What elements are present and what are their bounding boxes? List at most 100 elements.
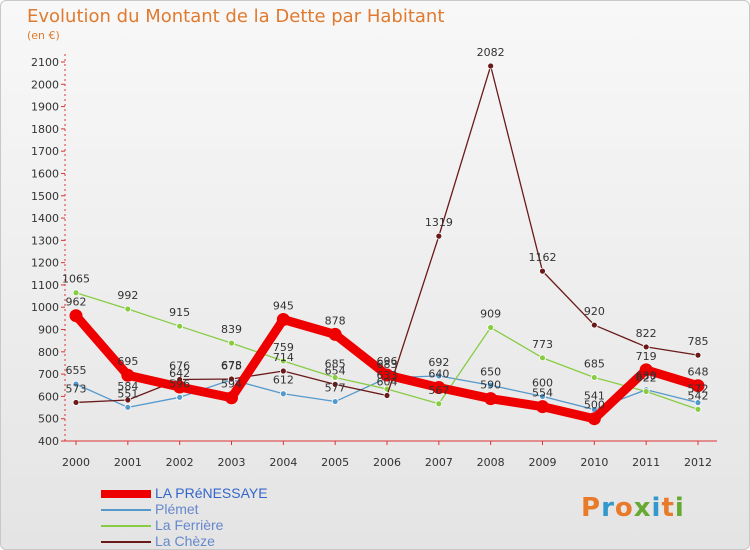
y-tick-label: 1900 <box>31 101 59 114</box>
data-label: 567 <box>428 384 449 397</box>
data-label: 573 <box>66 382 87 395</box>
logo-letter: i <box>674 493 685 523</box>
data-point <box>228 339 235 347</box>
data-label: 584 <box>117 380 138 393</box>
y-tick-label: 2100 <box>31 56 59 69</box>
data-point <box>639 363 653 377</box>
data-label: 822 <box>636 327 657 340</box>
data-labels-layer: 962 695 642 594 945 878 696 640 590 554 500 719 648 6… <box>62 46 709 412</box>
logo-letter: t <box>661 493 675 523</box>
y-tick-label: 1500 <box>31 190 59 203</box>
data-point <box>328 327 342 341</box>
data-label: 654 <box>325 364 346 377</box>
data-label: 600 <box>532 376 553 389</box>
data-label: 541 <box>584 390 605 403</box>
data-label: 719 <box>636 350 657 363</box>
y-tick-label: 1600 <box>31 167 59 180</box>
data-point <box>539 267 546 275</box>
data-label: 675 <box>221 360 242 373</box>
x-tick-label: 2007 <box>425 456 453 469</box>
chart-title: Evolution du Montant de la Dette par Hab… <box>27 6 445 27</box>
data-label: 692 <box>428 356 449 369</box>
x-tick-label: 2000 <box>62 456 90 469</box>
x-tick-label: 2009 <box>529 456 557 469</box>
legend-label: Plémet <box>155 501 199 517</box>
y-tick-label: 1200 <box>31 257 59 270</box>
legend-label: La Chèze <box>155 533 215 549</box>
x-tick-label: 2008 <box>477 456 505 469</box>
x-tick-label: 2011 <box>632 456 660 469</box>
data-label: 920 <box>584 305 605 318</box>
y-tick-label: 700 <box>38 368 59 381</box>
chart-axes: 400 500 600 700 800 900 1000 1100 1200 1300 1400 15… <box>31 54 717 469</box>
data-label: 577 <box>325 382 346 395</box>
data-point <box>69 309 83 323</box>
data-point <box>590 374 598 381</box>
data-label: 640 <box>428 367 449 380</box>
data-point <box>279 357 287 365</box>
data-point <box>279 367 287 375</box>
data-point <box>225 391 238 405</box>
data-point <box>432 380 446 394</box>
logo-letter: P <box>581 493 602 523</box>
data-point <box>642 343 650 351</box>
data-label: 678 <box>221 359 242 372</box>
data-label: 773 <box>532 338 553 351</box>
data-label: 685 <box>584 357 605 370</box>
data-point <box>380 368 394 382</box>
y-tick-label: 2000 <box>31 78 59 91</box>
data-label: 714 <box>273 351 294 364</box>
data-label: 594 <box>221 378 242 391</box>
data-label: 633 <box>377 369 398 382</box>
data-label: 1319 <box>425 216 453 229</box>
y-tick-label: 1100 <box>31 279 59 292</box>
legend-label: La Ferrière <box>155 517 224 533</box>
x-tick-label: 2006 <box>373 456 401 469</box>
y-tick-label: 400 <box>38 435 59 448</box>
data-label: 839 <box>221 323 242 336</box>
data-point <box>590 321 598 329</box>
data-point <box>587 412 601 426</box>
data-point <box>124 396 132 404</box>
data-label: 630 <box>636 370 657 383</box>
data-label: 676 <box>169 359 190 372</box>
data-label: 683 <box>377 358 398 371</box>
y-tick-label: 500 <box>38 413 59 426</box>
data-point <box>435 372 443 380</box>
data-point <box>176 393 184 401</box>
y-tick-label: 900 <box>38 324 59 337</box>
data-point <box>539 354 546 362</box>
legend-label: LA PRéNESSAYE <box>155 485 268 501</box>
data-label: 878 <box>325 314 346 327</box>
data-label: 590 <box>480 379 501 392</box>
data-point <box>383 392 391 399</box>
data-point <box>121 368 135 382</box>
data-label: 696 <box>377 355 398 368</box>
data-label: 596 <box>169 377 190 390</box>
proxiti-logo: Proxiti <box>581 493 685 523</box>
data-point <box>124 305 132 313</box>
data-point <box>176 322 184 330</box>
data-label: 554 <box>532 387 553 400</box>
data-label: 551 <box>117 387 138 400</box>
data-label: 642 <box>169 367 190 380</box>
legend-swatch <box>101 490 151 498</box>
data-point <box>72 380 80 388</box>
data-label: 685 <box>325 357 346 370</box>
data-label: 650 <box>480 365 501 378</box>
y-tick-label: 1800 <box>31 123 59 136</box>
data-point <box>487 381 495 389</box>
legend-swatch <box>101 525 151 527</box>
data-point <box>331 380 339 388</box>
data-point <box>487 324 495 331</box>
data-point <box>484 392 498 406</box>
data-point <box>694 405 702 413</box>
data-label: 572 <box>688 383 709 396</box>
data-label: 945 <box>273 299 294 312</box>
series-layer <box>69 62 705 426</box>
x-tick-label: 2010 <box>580 456 608 469</box>
data-label: 962 <box>66 296 87 309</box>
data-point <box>173 380 187 394</box>
data-point <box>642 388 650 395</box>
